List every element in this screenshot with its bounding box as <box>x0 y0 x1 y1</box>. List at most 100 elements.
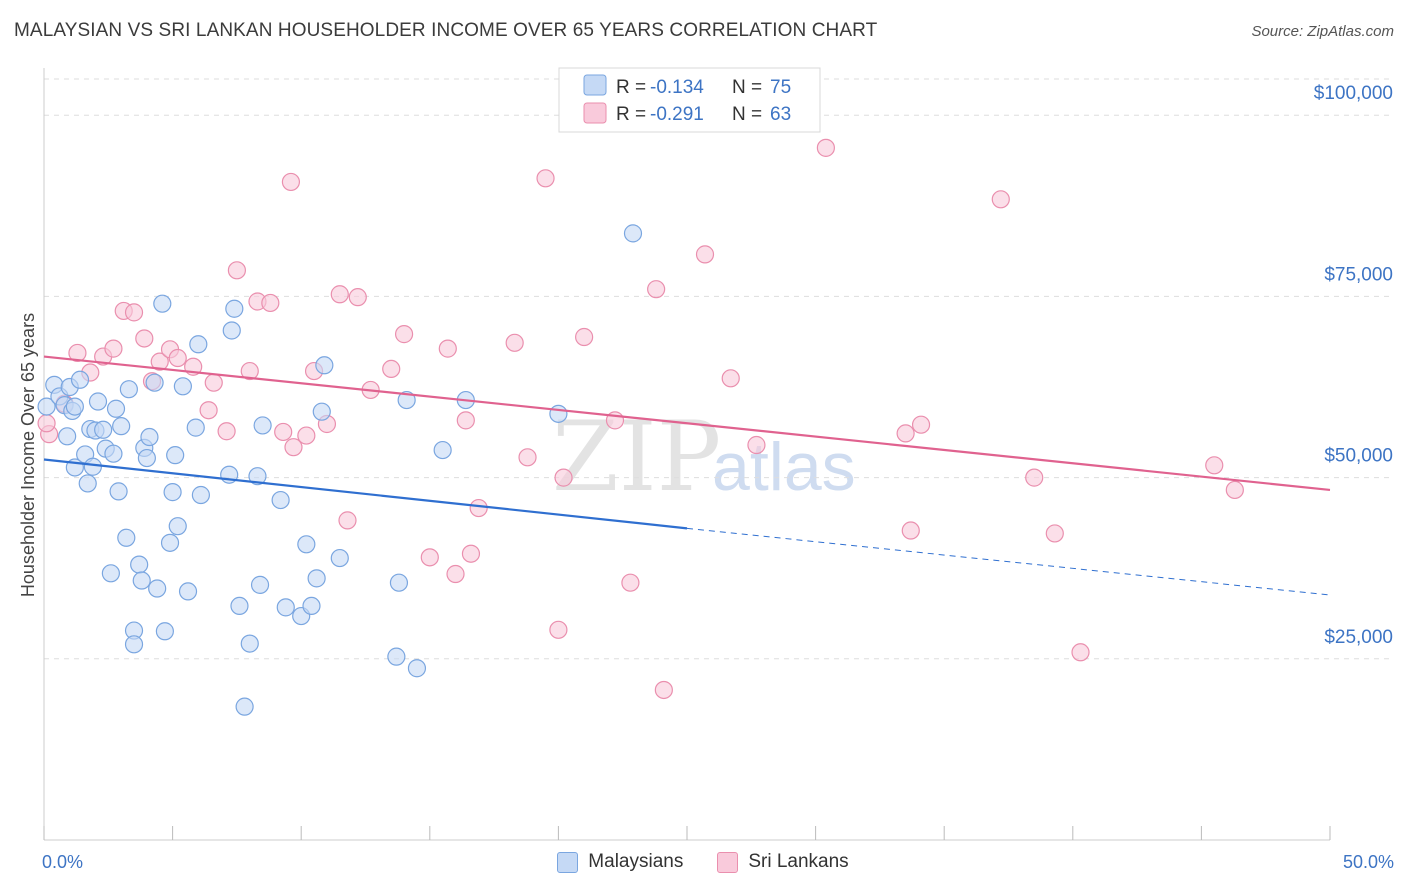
malaysians-point <box>37 397 56 416</box>
x-tick-label-min: 0.0% <box>42 852 84 872</box>
legend-swatch-malaysians <box>557 851 579 873</box>
srilankans-point <box>554 468 573 487</box>
srilankans-point <box>816 138 835 157</box>
malaysians-point <box>173 377 192 396</box>
srilankans-point <box>330 285 349 304</box>
srilankans-point <box>1045 524 1064 543</box>
malaysians-point <box>240 634 259 653</box>
srilankans-point <box>654 680 673 700</box>
watermark-zip: ZIP <box>552 401 721 513</box>
malaysians-point <box>145 373 164 392</box>
malaysians-point <box>163 483 182 502</box>
malaysians-point <box>276 598 295 617</box>
srilankans-point <box>199 401 218 420</box>
malaysians-point <box>387 647 406 666</box>
malaysians-point <box>191 485 210 505</box>
stats-n-label-1: N = <box>732 77 762 98</box>
y-tick-label: $50,000 <box>1324 446 1393 467</box>
stats-r-label-2: R = <box>616 104 646 125</box>
srilankans-point <box>281 172 301 192</box>
malaysians-point <box>104 444 123 463</box>
source-credit: Source: ZipAtlas.com <box>1251 23 1394 40</box>
malaysians-point <box>132 571 151 590</box>
srilankans-point <box>68 343 87 363</box>
malaysians-point <box>248 467 267 486</box>
malaysians-point <box>58 427 77 446</box>
stats-n-value-1: 75 <box>770 77 791 98</box>
trend-lines <box>43 355 1331 596</box>
y-axis-label: Householder Income Over 65 years <box>18 313 38 597</box>
srilankans-point <box>240 361 259 381</box>
srilankans-point <box>647 280 666 299</box>
malaysians-point <box>397 390 416 410</box>
malaysians-point <box>65 397 84 416</box>
stats-r-label-1: R = <box>616 77 646 98</box>
malaysians-point <box>101 564 120 583</box>
stats-r-value-2: -0.291 <box>650 104 704 125</box>
malaysians-point <box>106 399 126 418</box>
srilankans-point <box>695 245 715 264</box>
y-tick-label: $25,000 <box>1324 627 1393 648</box>
srilankans-point <box>1225 480 1244 500</box>
y-tick-label: $100,000 <box>1314 83 1393 104</box>
srilankans-point <box>747 435 766 455</box>
malaysians-point <box>160 533 180 552</box>
srilankans-point <box>896 424 915 443</box>
srilankans-point <box>227 261 246 280</box>
srilankans-point <box>37 414 56 433</box>
srilankans-point <box>911 415 931 434</box>
y-tick-label: $75,000 <box>1324 264 1393 285</box>
legend-item-malaysians[interactable]: Malaysians <box>557 851 683 873</box>
srilankans-point <box>991 190 1010 209</box>
malaysians-point <box>168 517 187 536</box>
srilankans-point <box>1025 468 1044 487</box>
legend-item-srilankans[interactable]: Sri Lankans <box>717 851 849 873</box>
malaysians-point <box>112 417 131 436</box>
srilankans-point <box>150 352 169 371</box>
srilankans-point <box>621 573 640 592</box>
srilankans-points <box>37 138 1244 700</box>
malaysians-trend-extension <box>686 527 1331 596</box>
srilankans-point <box>549 620 568 639</box>
watermark-atlas: atlas <box>712 429 856 505</box>
malaysians-point <box>166 446 185 465</box>
malaysians-point <box>271 490 290 510</box>
malaysians-point <box>330 548 349 568</box>
malaysians-point <box>222 321 241 340</box>
x-tick-label-max: 50.0% <box>1342 852 1394 872</box>
srilankans-point <box>461 544 481 563</box>
srilankans-point <box>135 329 154 348</box>
series-legend: Malaysians Sri Lankans <box>0 851 1406 873</box>
srilankans-point <box>456 411 475 430</box>
y-tick-labels: $25,000 $50,000 $75,000 $100,000 <box>1314 83 1393 648</box>
srilankans-point <box>124 303 144 322</box>
legend-swatch-srilankans <box>717 851 739 873</box>
malaysians-point <box>230 596 249 616</box>
srilankans-point <box>284 438 303 457</box>
srilankans-point <box>348 288 367 307</box>
malaysians-point <box>623 224 643 243</box>
srilankans-point <box>420 548 439 567</box>
malaysians-points <box>37 224 643 716</box>
malaysians-point <box>140 427 159 447</box>
malaysians-point <box>407 659 427 678</box>
malaysians-point <box>155 622 174 641</box>
srilankans-point <box>338 511 357 530</box>
malaysians-point <box>119 380 138 399</box>
malaysians-point <box>302 596 321 616</box>
srilankans-point <box>438 339 457 358</box>
malaysians-point <box>148 579 167 598</box>
malaysians-point <box>94 420 113 439</box>
malaysians-point <box>315 356 334 375</box>
srilankans-point <box>536 169 555 188</box>
srilankans-point <box>217 422 236 441</box>
malaysians-point <box>137 448 156 468</box>
malaysians-point <box>83 457 102 476</box>
malaysians-point <box>312 402 331 421</box>
malaysians-point <box>130 555 149 574</box>
srilankans-point <box>721 369 740 388</box>
malaysians-trend-line <box>43 458 688 530</box>
srilankans-point <box>168 348 187 368</box>
malaysians-point <box>186 418 205 437</box>
